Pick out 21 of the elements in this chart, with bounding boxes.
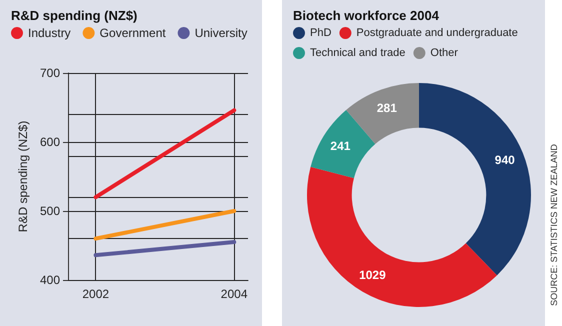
legend-label: PhD	[310, 27, 332, 39]
legend-label: Postgraduate and undergraduate	[356, 27, 518, 39]
legend-label: Government	[100, 26, 166, 40]
chart-title: Biotech workforce 2004	[293, 8, 440, 23]
legend-label: Technical and trade	[310, 47, 406, 59]
source-note: SOURCE: STATISTICS NEW ZEALAND	[549, 144, 559, 306]
data-label: 1029	[359, 268, 386, 282]
legend-label: Other	[430, 47, 458, 59]
data-label: 940	[494, 153, 516, 168]
y-tick-label: 700	[40, 66, 60, 80]
x-tick-label: 2002	[82, 287, 110, 301]
x-tick-label: 2004	[220, 287, 248, 301]
y-tick-label: 600	[40, 135, 60, 149]
legend-label: Industry	[28, 26, 71, 40]
data-label: 281	[376, 101, 398, 116]
y-tick-label: 500	[40, 204, 60, 218]
y-axis-title: R&D spending (NZ$)	[16, 120, 30, 232]
data-label: 241	[330, 138, 351, 153]
legend-label: University	[194, 26, 248, 40]
y-tick-label: 400	[40, 273, 60, 287]
chart-title: R&D spending (NZ$)	[11, 8, 138, 23]
